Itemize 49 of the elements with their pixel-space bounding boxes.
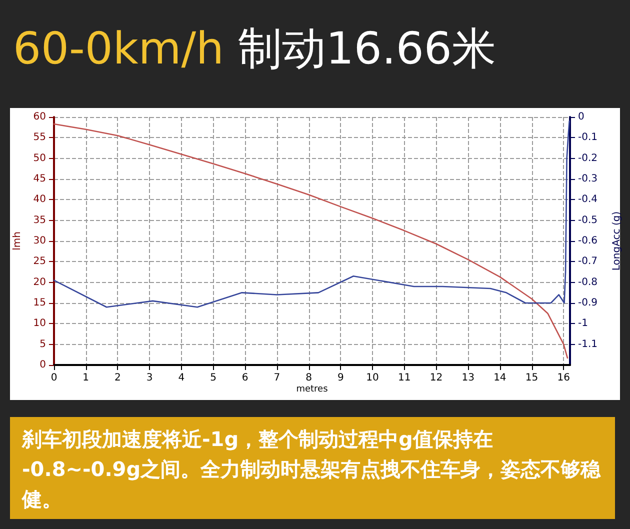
x-tick-label: 1 [82,372,90,384]
x-tick-label: 4 [178,372,185,384]
y2-tick-label: -0.2 [578,152,598,164]
y2-tick-label: -1.1 [578,338,598,350]
y-tick-label: 0 [40,360,46,370]
x-tick-label: 8 [306,372,312,384]
y2-tick-label: -0.7 [578,256,598,268]
y2-tick-label: -0.5 [578,214,598,226]
x-tick-label: 12 [430,372,443,384]
y2-tick-label: -0.9 [578,298,598,308]
y2-tick-label: -0.4 [578,194,598,206]
line-series [53,123,568,359]
x-tick-label: 13 [462,372,474,384]
y2-tick-label: -1 [578,318,588,330]
y-tick-label: 15 [33,298,46,308]
chart-title: 60-0km/h 制动16.66米 [13,24,496,74]
x-tick-label: 2 [114,372,121,384]
x-axis-title: metres [296,384,328,394]
line-series [53,120,570,308]
x-tick-label: 7 [274,372,280,384]
y-tick-label: 25 [33,256,46,268]
y-tick-label: 45 [33,174,46,184]
y-axis-title: lmh [12,232,23,250]
y-tick-label: 20 [33,276,46,288]
y-tick-label: 40 [33,194,46,206]
x-tick-label: 9 [337,372,344,384]
y-tick-label: 55 [33,132,46,144]
x-tick-label: 3 [146,372,153,384]
y-tick-label: 35 [33,214,46,226]
y-tick-label: 60 [33,112,46,122]
x-tick-label: 0 [50,372,58,384]
x-tick-label: 11 [398,372,411,384]
y2-axis-title: LongAcc (g) [612,211,622,271]
x-tick-label: 16 [557,372,570,384]
y2-tick-label: -0.6 [578,236,598,246]
y-tick-label: 5 [40,338,46,350]
y-tick-label: 50 [33,152,46,164]
x-tick-label: 6 [242,372,248,384]
y2-tick-label: -0.1 [578,132,598,144]
x-tick-label: 5 [210,372,216,384]
x-tick-label: 14 [494,372,506,384]
y-tick-label: 30 [33,236,46,246]
y2-tick-label: -0.8 [578,276,598,288]
y2-tick-label: 0 [578,112,584,122]
y-tick-label: 10 [33,318,46,330]
y2-tick-label: -0.3 [578,174,598,184]
x-tick-label: 15 [525,372,538,384]
x-tick-label: 10 [366,372,379,384]
text: 刹车初段加速度将近-1g，整个制动过程中g值保持在-0.8~-0.9g之间。全力制动时悬架有点拽不住车身，姿态不够稳健。 [21,427,602,511]
